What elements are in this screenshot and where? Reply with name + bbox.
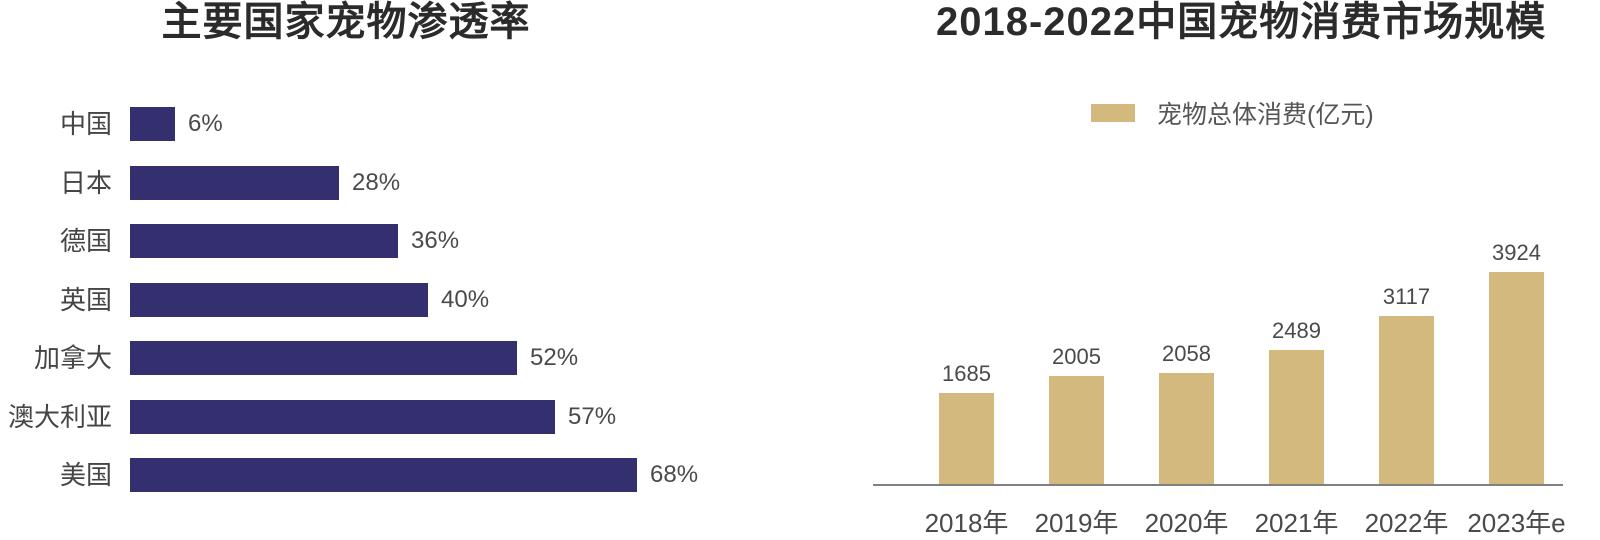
bar-segment <box>1159 373 1214 484</box>
value-label: 28% <box>352 166 400 200</box>
category-label: 中国 <box>0 107 112 141</box>
bar-segment <box>130 283 428 317</box>
value-label: 3924 <box>1442 238 1592 268</box>
x-axis-tick-label: 2023年e <box>1432 503 1600 540</box>
value-label: 68% <box>650 458 698 492</box>
category-label: 加拿大 <box>0 341 112 375</box>
bar-segment <box>130 107 175 141</box>
value-label: 36% <box>411 224 459 258</box>
value-label: 52% <box>530 341 578 375</box>
bar-segment <box>1269 350 1324 484</box>
bar-segment <box>130 224 398 258</box>
value-label: 57% <box>568 400 616 434</box>
bar-segment <box>130 400 555 434</box>
category-label: 德国 <box>0 224 112 258</box>
value-label: 6% <box>188 107 223 141</box>
bar-segment <box>939 393 994 484</box>
bar-segment <box>1049 376 1104 484</box>
bar-segment <box>130 166 339 200</box>
category-label: 日本 <box>0 166 112 200</box>
bar-segment <box>1489 272 1544 484</box>
bar-segment <box>1379 316 1434 484</box>
infographic-canvas: { "colors": { "navy": "#342f6e", "gold":… <box>0 0 1600 529</box>
legend-label: 宠物总体消费(亿元) <box>1157 95 1374 131</box>
bar-segment <box>130 341 517 375</box>
left-chart-title: 主要国家宠物渗透率 <box>46 0 646 44</box>
legend: 宠物总体消费(亿元) <box>1091 101 1374 125</box>
bar-segment <box>130 458 637 492</box>
x-axis-line <box>873 484 1563 486</box>
value-label: 40% <box>441 283 489 317</box>
legend-swatch-icon <box>1091 104 1135 122</box>
category-label: 澳大利亚 <box>0 400 112 434</box>
value-label: 2489 <box>1222 316 1372 346</box>
category-label: 美国 <box>0 458 112 492</box>
value-label: 3117 <box>1332 282 1482 312</box>
category-label: 英国 <box>0 283 112 317</box>
right-chart-title: 2018-2022中国宠物消费市场规模 <box>936 0 1536 44</box>
